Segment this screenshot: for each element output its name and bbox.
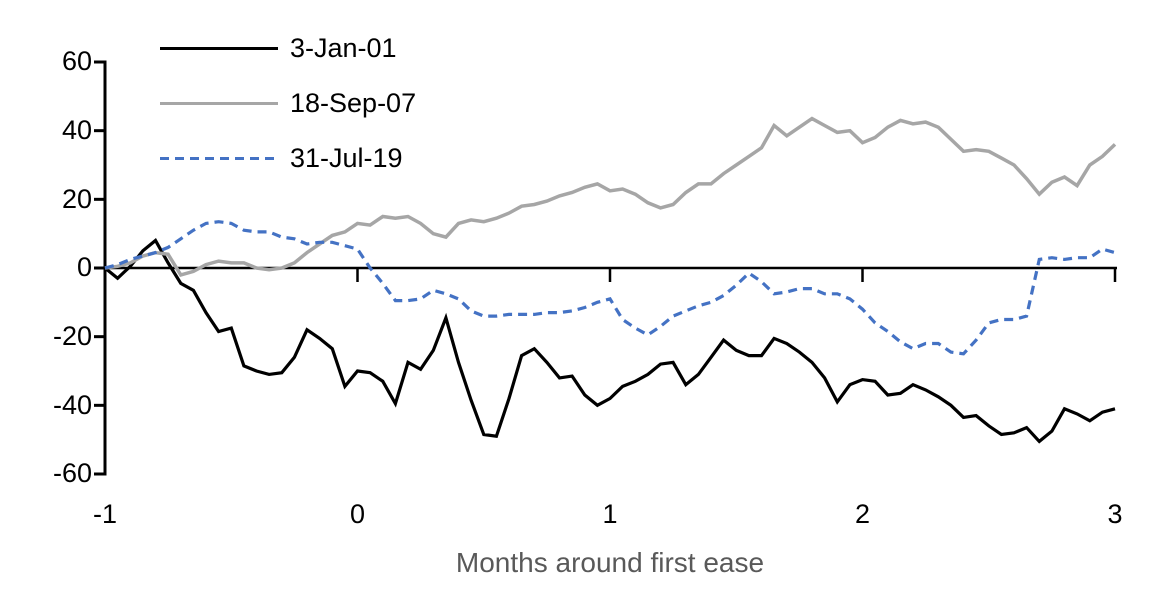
y-tick-label: 60 [61, 46, 92, 76]
y-tick-label: 0 [76, 252, 92, 282]
y-tick-label: -60 [52, 458, 92, 488]
legend-item: 31-Jul-19 [160, 144, 416, 172]
legend-line-swatch-solid-black [160, 46, 278, 50]
legend-item: 18-Sep-07 [160, 89, 416, 117]
legend-label: 18-Sep-07 [290, 88, 417, 118]
legend-label: 3-Jan-01 [290, 33, 397, 63]
y-tick-label: 40 [61, 115, 92, 145]
legend-item: 3-Jan-01 [160, 34, 416, 62]
legend-label: 31-Jul-19 [290, 143, 403, 173]
legend-line-swatch-dashed-blue [160, 156, 278, 160]
x-tick-label: 2 [854, 499, 871, 529]
series-line-18-Sep-07 [104, 116, 1117, 277]
x-tick-label: 1 [602, 499, 618, 529]
x-tick-label: 0 [349, 499, 366, 529]
x-tick-label: -1 [92, 499, 117, 529]
y-tick-label: -40 [52, 390, 92, 420]
legend: 3-Jan-01 18-Sep-07 31-Jul-19 [160, 34, 416, 199]
legend-line-swatch-solid-gray [160, 101, 278, 105]
series-line-31-Jul-19 [104, 220, 1116, 356]
y-tick-label: -20 [52, 321, 92, 351]
x-axis-title: Months around first ease [455, 547, 765, 578]
y-tick-label: 20 [61, 184, 92, 214]
x-tick-label: 3 [1107, 499, 1123, 529]
series-line-3-Jan-01 [103, 238, 1116, 444]
